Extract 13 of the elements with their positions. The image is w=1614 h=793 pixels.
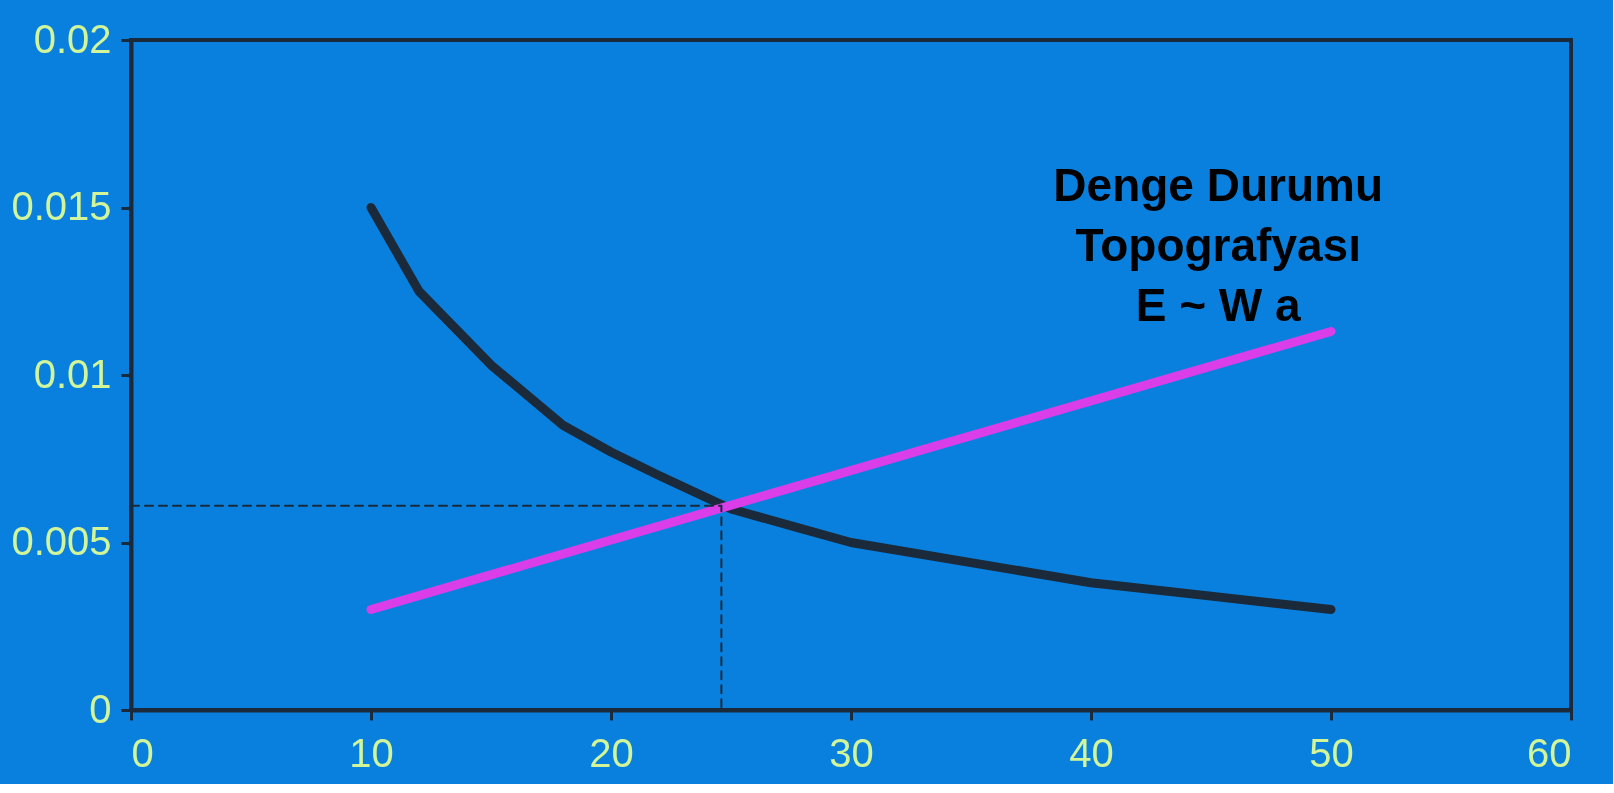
y-tick-label: 0.01 (33, 351, 112, 396)
annotation: Denge Durumu Topografyası E ~ W a (1053, 159, 1384, 332)
x-tick-label: 60 (1527, 730, 1572, 775)
y-tick-label: 0.015 (11, 184, 112, 228)
x-tick-label: 0 (131, 730, 154, 775)
x-tick-label: 20 (589, 730, 634, 775)
x-tick-label: 40 (1069, 730, 1114, 775)
y-tick-label: 0.005 (11, 519, 112, 563)
y-tick-label: 0 (89, 686, 112, 731)
x-tick-label: 50 (1309, 730, 1354, 775)
y-tick-label: 0.02 (33, 16, 112, 61)
x-tick-label: 30 (829, 730, 874, 775)
x-tick-label: 10 (349, 730, 394, 775)
